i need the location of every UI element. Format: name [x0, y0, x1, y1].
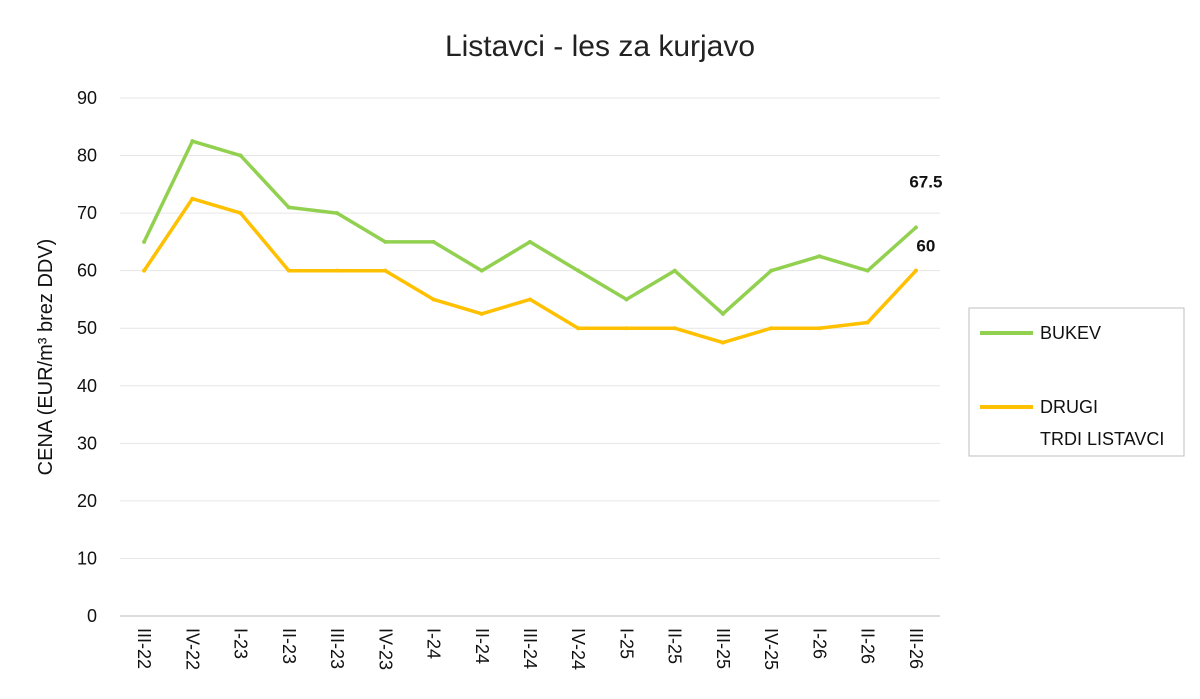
data-point	[528, 239, 532, 244]
x-tick-label: III-24	[520, 628, 540, 669]
x-tick-label: IV-23	[375, 628, 395, 670]
y-tick-label: 0	[87, 606, 97, 626]
data-point	[383, 239, 388, 244]
data-label: 60	[916, 237, 935, 256]
x-tick-label: II-24	[472, 628, 492, 664]
data-point	[576, 326, 581, 331]
x-tick-label: II-23	[279, 628, 299, 664]
y-tick-label: 60	[77, 261, 97, 281]
data-point	[190, 196, 195, 201]
y-tick-label: 50	[77, 318, 97, 338]
y-axis-label: CENA (EUR/m³ brez DDV)	[35, 239, 57, 476]
data-point	[238, 153, 243, 158]
data-label: 67.5	[909, 173, 942, 192]
x-tick-label: I-24	[424, 628, 444, 659]
x-tick-label: II-25	[665, 628, 685, 664]
y-tick-label: 30	[77, 433, 97, 453]
data-point	[720, 340, 725, 345]
x-tick-label: III-23	[327, 628, 347, 669]
data-point	[335, 268, 340, 273]
data-point	[190, 139, 195, 144]
data-point	[286, 268, 291, 273]
data-point	[865, 320, 870, 325]
x-tick-label: III-22	[134, 628, 154, 669]
data-point	[431, 297, 436, 302]
y-tick-label: 70	[77, 203, 97, 223]
data-point	[479, 311, 484, 316]
data-point	[624, 326, 629, 331]
data-point	[865, 268, 870, 273]
x-tick-label: IV-24	[568, 628, 588, 670]
data-labels: 67.5 60	[909, 173, 942, 256]
x-tick-labels: III-22 IV-22 I-23 II-23 III-23 IV-23 I-24 II-24…	[134, 628, 926, 670]
data-point	[913, 268, 918, 273]
x-tick-label: II-26	[858, 628, 878, 664]
data-point	[479, 268, 484, 273]
x-tick-label: I-25	[616, 628, 636, 659]
data-point	[142, 268, 147, 273]
data-point	[142, 239, 147, 244]
data-point	[431, 239, 436, 244]
y-tick-labels: 0 10 20 30 40 50 60 70 80 90	[77, 88, 97, 626]
y-tick-label: 40	[77, 376, 97, 396]
y-tick-label: 10	[77, 548, 97, 568]
data-point	[817, 254, 822, 259]
series-line	[142, 139, 918, 316]
data-point	[286, 205, 291, 210]
x-tick-label: III-25	[713, 628, 733, 669]
x-tick-label: IV-22	[182, 628, 202, 670]
chart-title: Listavci - les za kurjavo	[445, 30, 755, 63]
legend: BUKEV DRUGI TRDI LISTAVCI	[968, 307, 1185, 457]
data-point	[672, 268, 677, 273]
data-point	[335, 211, 340, 216]
x-tick-label: I-23	[231, 628, 251, 659]
data-point	[576, 268, 581, 273]
series-lines	[142, 139, 918, 345]
data-point	[769, 268, 774, 273]
y-tick-label: 80	[77, 146, 97, 166]
x-tick-label: IV-25	[761, 628, 781, 670]
grid-lines	[120, 97, 940, 559]
x-tick-label: I-26	[809, 628, 829, 659]
data-point	[528, 297, 532, 302]
data-point	[624, 297, 629, 302]
y-tick-label: 20	[77, 491, 97, 511]
legend-label: DRUGI	[1040, 397, 1098, 417]
legend-label: BUKEV	[1040, 323, 1101, 343]
data-point	[238, 211, 243, 216]
data-point	[672, 326, 677, 331]
data-point	[769, 326, 774, 331]
data-point	[817, 326, 822, 331]
y-tick-label: 90	[77, 88, 97, 108]
data-point	[720, 311, 725, 316]
data-point	[913, 225, 918, 230]
legend-label: TRDI LISTAVCI	[1040, 429, 1164, 449]
data-point	[383, 268, 388, 273]
x-tick-label: III-26	[906, 628, 926, 669]
